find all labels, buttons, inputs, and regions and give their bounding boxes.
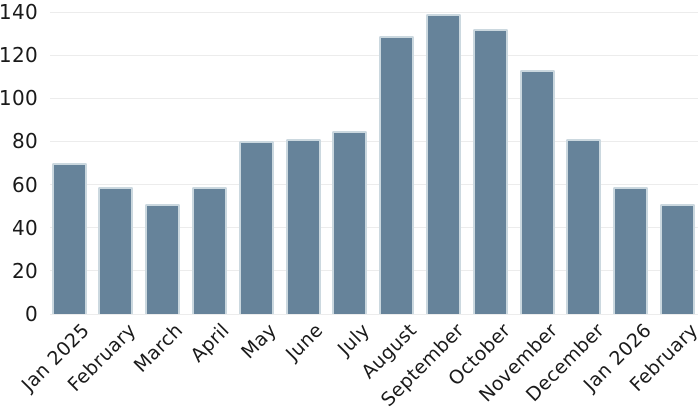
bar-february: [98, 186, 134, 314]
bar-december: [566, 139, 602, 314]
bar-jan-2026: [613, 186, 649, 314]
y-tick-label: 0: [24, 302, 38, 326]
x-tick-label: July: [334, 319, 375, 360]
x-tick-label: May: [237, 319, 282, 364]
x-tick-label: June: [282, 319, 328, 365]
bar-june: [285, 139, 321, 314]
gridline-y-60: [50, 184, 698, 186]
y-tick-label: 120: [0, 43, 38, 68]
bar-august: [379, 35, 415, 314]
bar-may: [238, 141, 274, 314]
x-tick-label: March: [129, 319, 188, 377]
y-tick-label: 60: [11, 172, 38, 197]
bar-april: [191, 186, 227, 314]
bar-july: [332, 130, 368, 314]
gridline-y-80: [50, 140, 698, 142]
y-tick-label: 100: [0, 86, 38, 111]
bar-march: [145, 203, 181, 314]
gridline-y-100: [50, 97, 698, 99]
y-tick-label: 80: [11, 129, 38, 154]
bar-september: [425, 14, 461, 314]
y-tick-label: 20: [11, 258, 38, 283]
gridline-y-140: [50, 11, 698, 13]
gridline-y-40: [50, 227, 698, 229]
bar-jan-2025: [51, 163, 87, 314]
bar-october: [472, 29, 508, 314]
gridline-y-120: [50, 54, 698, 56]
y-tick-label: 140: [0, 0, 38, 24]
bar-february: [659, 203, 695, 314]
y-tick-label: 40: [11, 215, 38, 240]
bar-november: [519, 70, 555, 314]
gridline-y-0: [50, 313, 698, 315]
x-tick-label: April: [186, 319, 235, 367]
gridline-y-20: [50, 270, 698, 272]
